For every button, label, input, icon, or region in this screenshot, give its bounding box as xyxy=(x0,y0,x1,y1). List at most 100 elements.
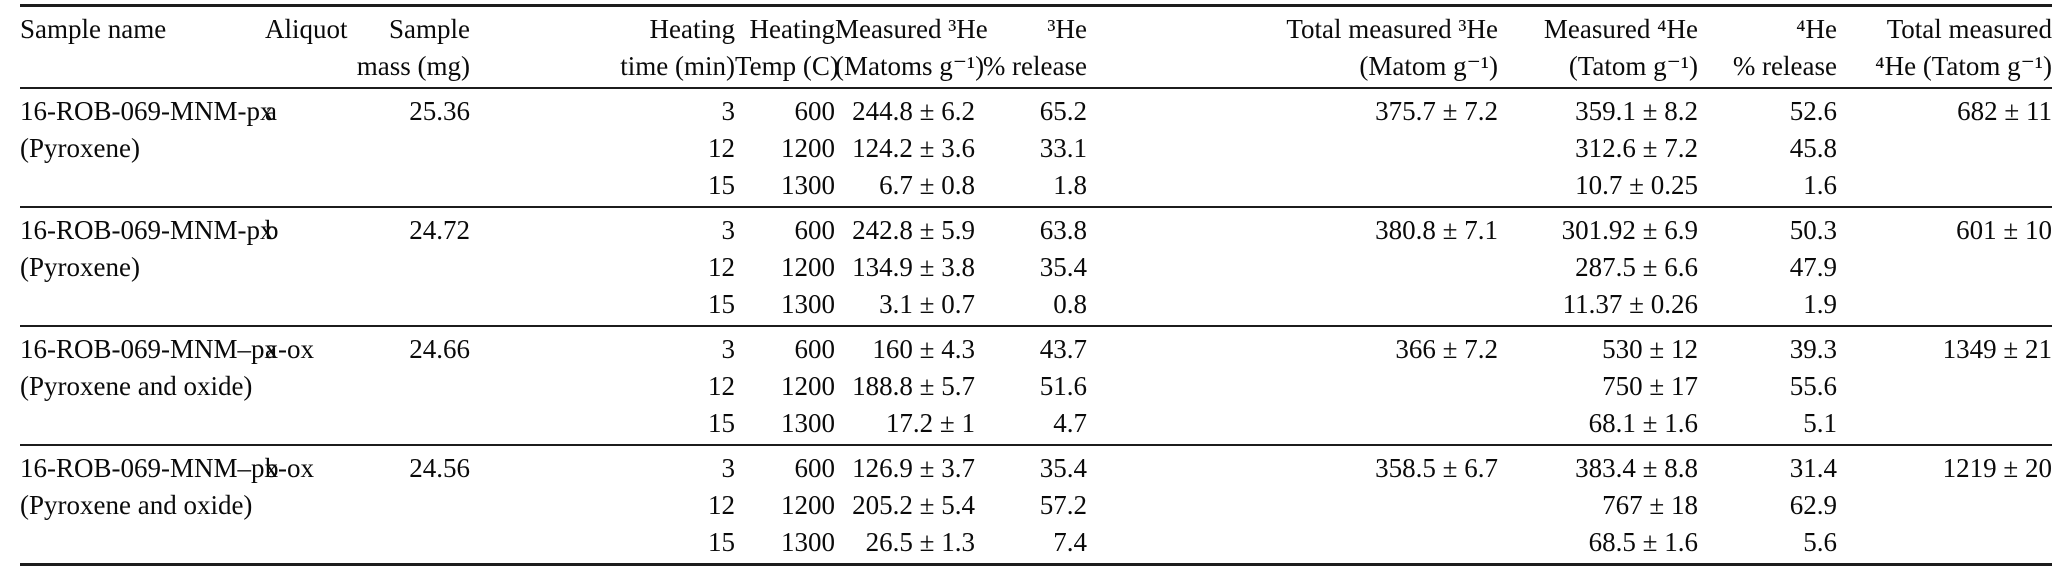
measured-he4-cell: 301.92 ± 6.9 287.5 ± 6.6 11.37 ± 0.26 xyxy=(1498,207,1698,326)
he3-release-value: 7.4 xyxy=(1053,527,1087,557)
measured-he4-value: 10.7 ± 0.25 xyxy=(1575,170,1698,200)
he4-release-cell: 50.3 47.9 1.9 xyxy=(1698,207,1837,326)
he4-release-value: 31.4 xyxy=(1789,453,1837,483)
he3-release-value: 65.2 xyxy=(1039,96,1087,126)
measured-he3-value: 188.8 ± 5.7 xyxy=(852,371,975,401)
measured-he4-value: 301.92 ± 6.9 xyxy=(1561,215,1698,245)
header-line: ³He xyxy=(1047,14,1087,44)
sample-name: 16-ROB-069-MNM-px xyxy=(20,215,274,245)
total-he3-cell: 380.8 ± 7.1 xyxy=(1375,215,1498,245)
heating-time-cell: 3 12 15 xyxy=(470,445,735,565)
he4-release-value: 52.6 xyxy=(1789,96,1837,126)
he4-release-value: 39.3 xyxy=(1789,334,1837,364)
he3-release-value: 51.6 xyxy=(1039,371,1087,401)
he4-release-cell: 31.4 62.9 5.6 xyxy=(1698,445,1837,565)
col-header-total-he4: Total measured ⁴He (Tatom g⁻¹) xyxy=(1837,6,2052,89)
col-header-he3-release: ³He % release xyxy=(975,6,1087,89)
he4-release-cell: 52.6 45.8 1.6 xyxy=(1698,88,1837,207)
header-line: Measured ³He xyxy=(835,14,988,44)
header-line: (Matom g⁻¹) xyxy=(1359,51,1498,81)
heating-temp-cell: 600 1200 1300 xyxy=(735,326,835,445)
total-he3-cell: 358.5 ± 6.7 xyxy=(1375,453,1498,483)
total-he4-cell: 682 ± 11 xyxy=(1957,96,2052,126)
heating-temp-step: 1300 xyxy=(781,289,835,319)
he3-release-value: 57.2 xyxy=(1039,490,1087,520)
he4-release-value: 1.6 xyxy=(1803,170,1837,200)
aliquot-cell: b xyxy=(265,215,279,245)
table-body: 16-ROB-069-MNM-px (Pyroxene) a 25.36 3 1… xyxy=(20,88,2052,565)
sample-mass-cell: 25.36 xyxy=(409,96,470,126)
heating-temp-step: 1300 xyxy=(781,170,835,200)
measured-he4-value: 767 ± 18 xyxy=(1602,490,1698,520)
measured-he3-cell: 126.9 ± 3.7 205.2 ± 5.4 26.5 ± 1.3 xyxy=(835,445,975,565)
he3-release-value: 4.7 xyxy=(1053,408,1087,438)
table-row: 16-ROB-069-MNM-px (Pyroxene) a 25.36 3 1… xyxy=(20,88,2052,207)
he3-release-value: 35.4 xyxy=(1039,252,1087,282)
col-header-heating-time: Heating time (min) xyxy=(470,6,735,89)
heating-time-step: 12 xyxy=(708,133,735,163)
heating-time-step: 12 xyxy=(708,490,735,520)
measured-he4-value: 750 ± 17 xyxy=(1602,371,1698,401)
header-line: Heating xyxy=(749,14,835,44)
measured-he4-value: 287.5 ± 6.6 xyxy=(1575,252,1698,282)
measured-he3-value: 124.2 ± 3.6 xyxy=(852,133,975,163)
measured-he3-value: 3.1 ± 0.7 xyxy=(879,289,975,319)
header-line: Sample xyxy=(389,14,470,44)
sample-mineralogy: (Pyroxene and oxide) xyxy=(20,371,253,401)
header-line: Aliquot xyxy=(265,14,348,44)
heating-temp-step: 600 xyxy=(794,453,836,483)
heating-temp-step: 1200 xyxy=(781,371,835,401)
heating-time-step: 15 xyxy=(708,408,735,438)
heating-temp-step: 600 xyxy=(794,334,836,364)
header-line: mass (mg) xyxy=(356,51,470,81)
header-line: Temp (C) xyxy=(735,51,839,81)
aliquot-cell: a xyxy=(265,334,277,364)
he3-release-value: 33.1 xyxy=(1039,133,1087,163)
header-row: Sample name Aliquot Sample mass (mg) Hea… xyxy=(20,6,2052,89)
sample-name-cell: 16-ROB-069-MNM-px (Pyroxene) xyxy=(20,207,274,326)
sample-name-cell: 16-ROB-069-MNM-px (Pyroxene) xyxy=(20,88,274,207)
measured-he3-value: 242.8 ± 5.9 xyxy=(852,215,975,245)
he4-release-value: 55.6 xyxy=(1789,371,1837,401)
header-line: Total measured xyxy=(1886,14,2052,44)
measured-he4-value: 530 ± 12 xyxy=(1602,334,1698,364)
header-line: ⁴He (Tatom g⁻¹) xyxy=(1875,51,2052,81)
header-line: Total measured ³He xyxy=(1286,14,1498,44)
heating-temp-cell: 600 1200 1300 xyxy=(735,207,835,326)
measured-he4-value: 68.1 ± 1.6 xyxy=(1588,408,1698,438)
he4-release-value: 5.1 xyxy=(1803,408,1837,438)
he3-release-value: 35.4 xyxy=(1039,453,1087,483)
measured-he3-value: 6.7 ± 0.8 xyxy=(879,170,975,200)
header-line: ⁴He xyxy=(1796,14,1837,44)
heating-time-step: 3 xyxy=(721,334,736,364)
sample-mass-cell: 24.72 xyxy=(409,215,470,245)
col-header-measured-he4: Measured ⁴He (Tatom g⁻¹) xyxy=(1498,6,1698,89)
heating-time-step: 15 xyxy=(708,170,735,200)
measured-he3-cell: 160 ± 4.3 188.8 ± 5.7 17.2 ± 1 xyxy=(835,326,975,445)
measured-he4-cell: 530 ± 12 750 ± 17 68.1 ± 1.6 xyxy=(1498,326,1698,445)
total-he4-cell: 601 ± 10 xyxy=(1956,215,2052,245)
header-line: Heating xyxy=(649,14,735,44)
heating-temp-step: 600 xyxy=(794,96,836,126)
measured-he3-value: 160 ± 4.3 xyxy=(872,334,975,364)
he4-release-cell: 39.3 55.6 5.1 xyxy=(1698,326,1837,445)
measured-he3-value: 205.2 ± 5.4 xyxy=(852,490,975,520)
measured-he3-value: 244.8 ± 6.2 xyxy=(852,96,975,126)
header-line: % release xyxy=(1732,51,1837,81)
he3-release-cell: 43.7 51.6 4.7 xyxy=(975,326,1087,445)
header-line: % release xyxy=(982,51,1087,81)
sample-name-cell: 16-ROB-069-MNM–px-ox (Pyroxene and oxide… xyxy=(20,445,314,565)
measured-he3-value: 17.2 ± 1 xyxy=(885,408,975,438)
he3-release-value: 63.8 xyxy=(1039,215,1087,245)
measured-he4-value: 312.6 ± 7.2 xyxy=(1575,133,1698,163)
he3-release-value: 0.8 xyxy=(1053,289,1087,319)
measured-he4-cell: 383.4 ± 8.8 767 ± 18 68.5 ± 1.6 xyxy=(1498,445,1698,565)
table-row: 16-ROB-069-MNM–px-ox (Pyroxene and oxide… xyxy=(20,326,2052,445)
measured-he3-value: 134.9 ± 3.8 xyxy=(852,252,975,282)
helium-release-table: Sample name Aliquot Sample mass (mg) Hea… xyxy=(20,4,2052,566)
he3-release-cell: 35.4 57.2 7.4 xyxy=(975,445,1087,565)
he4-release-value: 50.3 xyxy=(1789,215,1837,245)
heating-time-step: 3 xyxy=(721,96,736,126)
header-line: (Tatom g⁻¹) xyxy=(1568,51,1698,81)
